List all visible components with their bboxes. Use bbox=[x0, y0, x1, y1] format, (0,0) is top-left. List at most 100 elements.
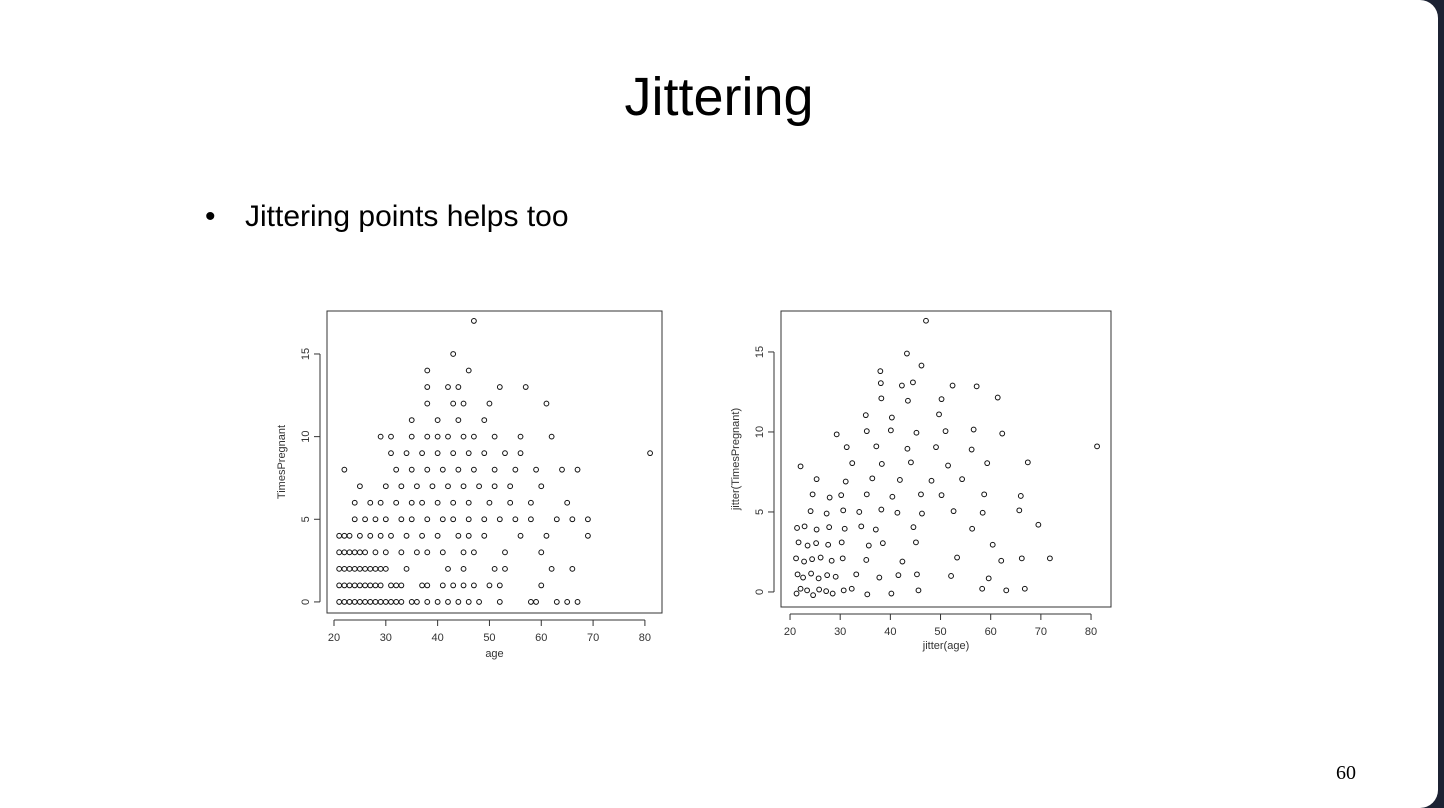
bullet-text: Jittering points helps too bbox=[245, 200, 569, 233]
point bbox=[414, 599, 420, 605]
point bbox=[496, 384, 503, 390]
point bbox=[1024, 459, 1031, 466]
point bbox=[434, 450, 441, 457]
point bbox=[357, 483, 363, 490]
point bbox=[533, 599, 539, 605]
point bbox=[424, 466, 431, 473]
point bbox=[382, 516, 389, 523]
y-tick-label: 15 bbox=[754, 346, 766, 358]
point bbox=[471, 433, 477, 440]
point bbox=[894, 509, 901, 516]
point bbox=[336, 532, 343, 539]
point bbox=[800, 574, 806, 581]
point bbox=[918, 362, 925, 369]
point bbox=[797, 463, 804, 470]
point bbox=[362, 582, 368, 589]
point bbox=[414, 483, 420, 490]
point bbox=[362, 599, 368, 605]
point bbox=[382, 565, 389, 572]
point bbox=[471, 549, 477, 556]
point bbox=[889, 493, 896, 500]
point bbox=[377, 532, 384, 539]
point bbox=[517, 450, 524, 457]
point bbox=[1035, 521, 1042, 528]
point bbox=[948, 573, 954, 579]
point bbox=[419, 450, 425, 457]
point bbox=[928, 477, 935, 484]
point bbox=[904, 445, 911, 452]
x-axis-title: jitter(age) bbox=[922, 640, 969, 652]
y-axis-title: jitter(TimesPregnant) bbox=[730, 408, 742, 511]
point bbox=[398, 582, 405, 589]
point bbox=[471, 318, 477, 324]
point bbox=[424, 516, 431, 523]
point bbox=[959, 476, 966, 483]
point bbox=[362, 516, 368, 523]
point bbox=[828, 557, 835, 564]
point bbox=[585, 516, 591, 523]
point bbox=[548, 433, 555, 440]
point bbox=[905, 397, 911, 404]
point bbox=[979, 585, 986, 592]
x-tick-label: 50 bbox=[934, 626, 946, 638]
point bbox=[804, 542, 811, 549]
point bbox=[647, 450, 653, 457]
point bbox=[878, 461, 885, 467]
point bbox=[888, 414, 895, 421]
point bbox=[424, 582, 431, 589]
point bbox=[574, 466, 581, 473]
point bbox=[954, 554, 960, 561]
point bbox=[486, 400, 493, 407]
point bbox=[879, 540, 886, 547]
point bbox=[1018, 555, 1025, 562]
point bbox=[388, 582, 394, 589]
point bbox=[840, 587, 847, 594]
point bbox=[398, 483, 405, 490]
point bbox=[476, 483, 482, 490]
point bbox=[491, 433, 498, 440]
point bbox=[424, 433, 431, 440]
point bbox=[839, 555, 846, 562]
point bbox=[455, 417, 462, 423]
point bbox=[574, 599, 581, 605]
x-tick-label: 70 bbox=[1035, 626, 1047, 638]
point bbox=[795, 539, 802, 546]
point bbox=[913, 539, 919, 546]
point bbox=[569, 516, 576, 523]
point bbox=[455, 599, 462, 605]
point bbox=[913, 429, 920, 436]
point bbox=[367, 499, 374, 506]
point bbox=[869, 475, 876, 482]
point bbox=[341, 466, 348, 473]
point bbox=[887, 427, 894, 434]
point bbox=[994, 394, 1001, 401]
point bbox=[899, 382, 905, 389]
point bbox=[471, 466, 477, 473]
point bbox=[809, 556, 816, 563]
point bbox=[439, 582, 446, 589]
x-tick-label: 40 bbox=[432, 632, 444, 644]
point bbox=[878, 506, 885, 513]
point bbox=[919, 510, 925, 517]
point bbox=[434, 499, 441, 506]
point bbox=[445, 384, 451, 390]
point bbox=[862, 412, 869, 419]
point bbox=[863, 557, 870, 563]
point bbox=[856, 509, 863, 515]
x-tick-label: 70 bbox=[587, 632, 599, 644]
point bbox=[424, 400, 431, 407]
point bbox=[367, 532, 374, 539]
point bbox=[403, 532, 410, 539]
point bbox=[393, 499, 400, 506]
point bbox=[808, 570, 815, 577]
y-tick-label: 10 bbox=[300, 431, 312, 443]
point bbox=[973, 383, 980, 390]
point bbox=[382, 483, 389, 490]
point bbox=[398, 516, 405, 523]
point bbox=[517, 433, 524, 440]
point bbox=[858, 523, 865, 530]
point bbox=[1021, 585, 1028, 592]
point bbox=[807, 508, 814, 515]
point bbox=[460, 582, 467, 589]
